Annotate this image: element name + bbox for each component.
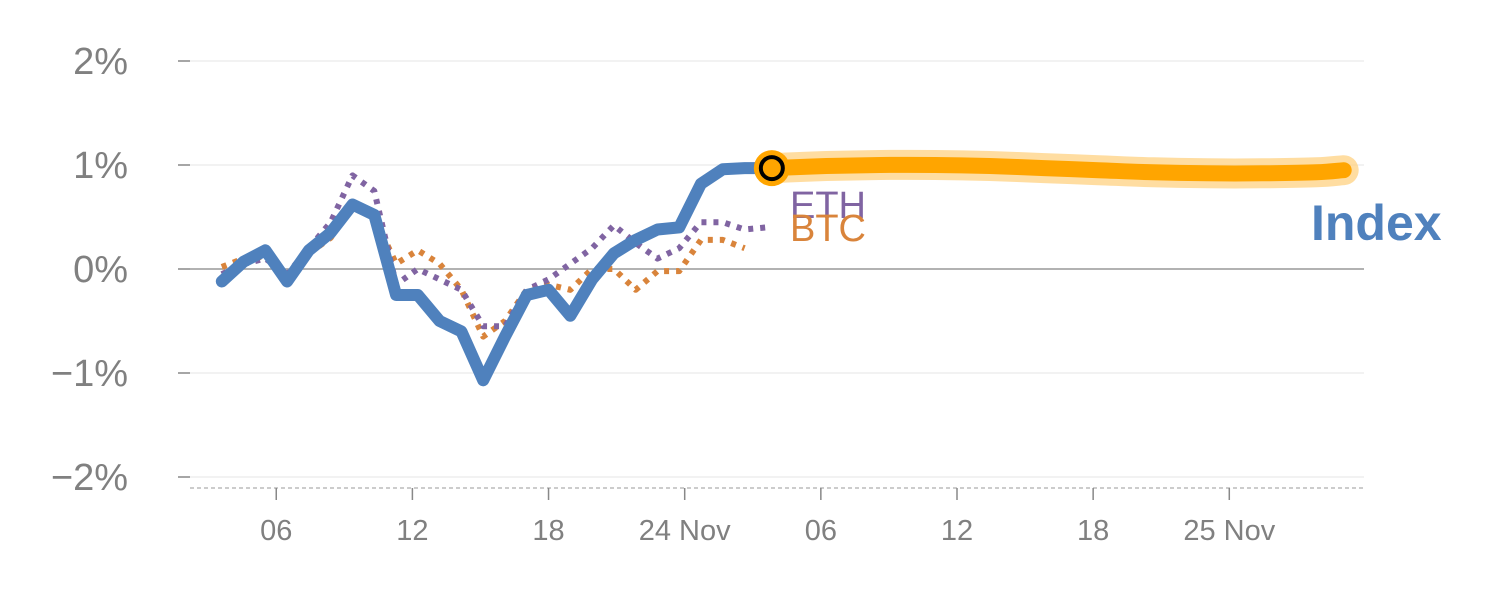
series-label-btc: BTC xyxy=(790,208,866,250)
series-btc xyxy=(220,203,746,340)
series-label-eth: ETH xyxy=(790,185,866,227)
y-tick-label: −2% xyxy=(51,457,128,499)
x-tick-label: 06 xyxy=(260,515,292,547)
series-labels: ETH BTC Index xyxy=(790,185,1442,251)
x-axis: 06 12 18 24 Nov 06 12 18 25 Nov xyxy=(190,487,1364,547)
y-axis: 2% 1% 0% −1% −2% xyxy=(51,41,128,499)
endpoint-marker xyxy=(758,155,785,182)
x-tick-label: 18 xyxy=(532,515,564,547)
y-tick-label: 1% xyxy=(73,145,128,187)
x-tick-label: 25 Nov xyxy=(1183,515,1275,547)
series-index-forecast xyxy=(763,156,1352,182)
y-tick-label: −1% xyxy=(51,353,128,395)
series-label-index: Index xyxy=(1311,195,1442,251)
y-tick-label: 2% xyxy=(73,41,128,83)
series-layer xyxy=(215,149,1359,387)
x-tick-label: 24 Nov xyxy=(639,515,731,547)
y-tick-label: 0% xyxy=(73,249,128,291)
x-tick-label: 06 xyxy=(805,515,837,547)
series-index xyxy=(215,162,773,387)
x-tick-label: 18 xyxy=(1077,515,1109,547)
x-tick-label: 12 xyxy=(396,515,428,547)
x-tick-label: 12 xyxy=(941,515,973,547)
grid-layer xyxy=(178,60,1364,478)
